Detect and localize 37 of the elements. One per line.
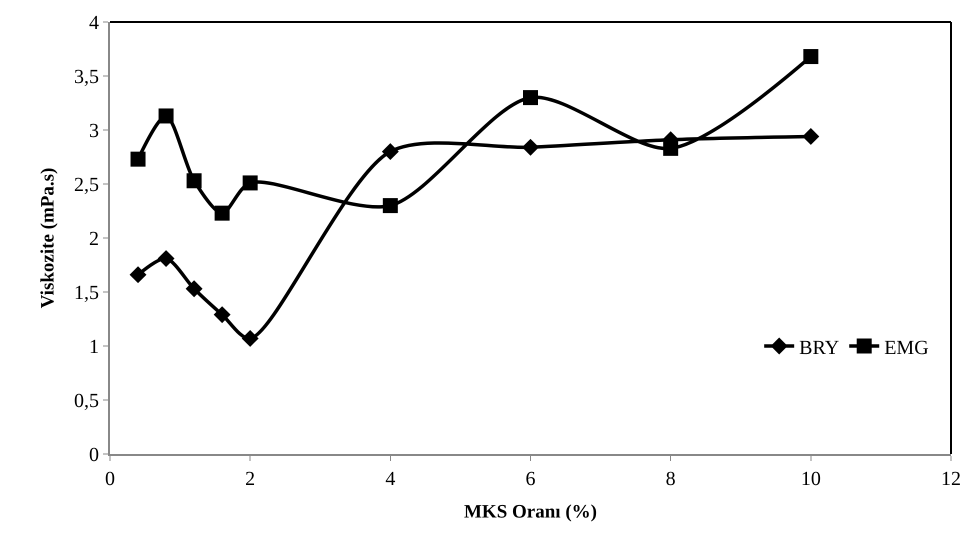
point (802, 128, 820, 145)
x-tick-label: 10 (800, 468, 821, 490)
point (158, 108, 174, 124)
x-tick-label: 4 (385, 468, 396, 490)
point (523, 90, 538, 106)
point (803, 49, 818, 64)
x-tick-label: 2 (245, 468, 256, 490)
x-tick-label: 8 (666, 468, 676, 490)
point (382, 143, 399, 160)
x-tick-label: 12 (941, 468, 961, 490)
legend-label: EMG (884, 336, 929, 359)
y-tick-label: 4 (89, 12, 99, 34)
y-tick-label: 1,5 (74, 282, 99, 304)
y-tick-label: 2,5 (74, 174, 99, 196)
point (663, 140, 678, 156)
point (382, 198, 398, 214)
point (214, 206, 230, 221)
y-tick-label: 3,5 (74, 66, 99, 88)
point (214, 306, 231, 324)
y-axis-title: Viskozite (mPa.s) (37, 168, 58, 308)
point (130, 152, 146, 167)
point (522, 138, 539, 156)
point (242, 330, 259, 347)
x-tick-label: 6 (526, 468, 536, 490)
y-tick-label: 0 (89, 444, 99, 466)
y-tick-label: 0,5 (74, 390, 99, 412)
legend-label: BRY (799, 336, 840, 359)
x-axis-title: MKS Oranı (%) (464, 501, 597, 522)
point (186, 280, 203, 298)
point (242, 175, 258, 190)
y-tick-label: 1 (89, 336, 99, 358)
x-tick-label: 0 (105, 468, 115, 490)
point (158, 250, 175, 267)
y-tick-label: 3 (89, 120, 99, 142)
y-tick-label: 2 (89, 228, 99, 250)
point (130, 266, 146, 284)
point (186, 173, 202, 188)
